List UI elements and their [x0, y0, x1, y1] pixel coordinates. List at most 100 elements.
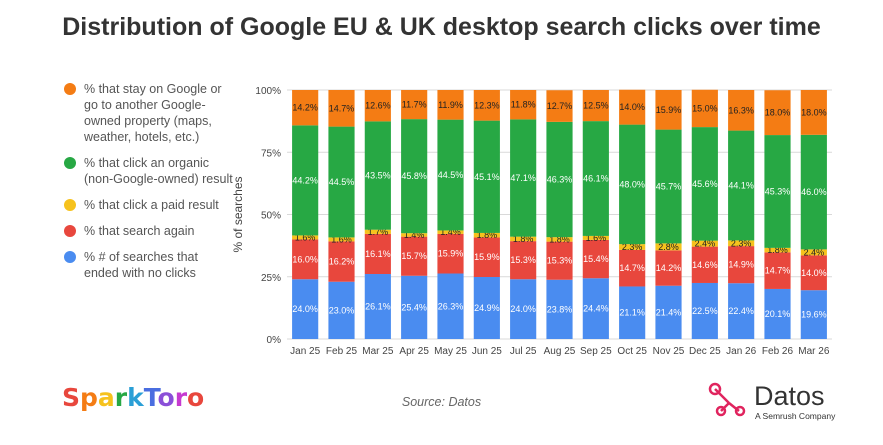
data-label: 24.0% [510, 304, 536, 314]
data-label: 1.6% [331, 234, 352, 244]
bar-segment [510, 279, 537, 339]
bar-segment [800, 255, 827, 291]
data-label: 23.8% [547, 304, 573, 314]
bar-segment [437, 90, 464, 120]
bar-segment [800, 90, 827, 135]
bar-segment [764, 288, 791, 339]
data-label: 44.5% [438, 170, 464, 180]
bar-segment [473, 276, 500, 339]
bar-segment [510, 236, 537, 242]
data-label: 46.1% [583, 174, 609, 184]
bar-segment [292, 90, 319, 126]
bar-segment [728, 130, 755, 241]
data-label: 47.1% [510, 173, 536, 183]
data-label: 12.7% [547, 101, 573, 111]
data-label: 2.4% [695, 239, 716, 249]
x-tick-label: May 25 [434, 346, 467, 357]
data-label: 15.9% [656, 105, 682, 115]
data-label: 44.1% [728, 180, 754, 190]
data-label: 21.4% [656, 307, 682, 317]
data-label: 14.0% [801, 268, 827, 278]
bar-segment [728, 283, 755, 339]
bar-segment [800, 134, 827, 250]
x-tick-label: Dec 25 [689, 346, 721, 357]
bar-segment [728, 90, 755, 131]
bar-segment [655, 250, 682, 286]
legend-label: % that click a paid result [84, 198, 219, 212]
bar-segment [655, 243, 682, 251]
source-note: Source: Datos [401, 395, 482, 409]
data-label: 45.3% [765, 186, 791, 196]
bar-segment [364, 90, 391, 122]
data-label: 15.7% [401, 251, 427, 261]
x-tick-label: Jul 25 [510, 346, 537, 357]
data-label: 18.0% [765, 108, 791, 118]
legend-label: % that search again [84, 224, 195, 238]
bar-segment [691, 127, 718, 241]
data-label: 14.7% [765, 266, 791, 276]
data-label: 12.6% [365, 101, 391, 111]
data-label: 22.5% [692, 306, 718, 316]
x-tick-label: Jan 26 [726, 346, 756, 357]
y-tick-label: 25% [261, 273, 281, 284]
bar-segment [364, 229, 391, 234]
data-label: 11.7% [402, 100, 427, 110]
bar-segment [582, 239, 609, 279]
data-label: 22.4% [728, 306, 754, 316]
stacked-bar-chart: 0% 25% 50% 75% 100% % of searches 24.0% 16.0% 1.… [231, 86, 832, 357]
bar-segment [800, 290, 827, 339]
data-label: 2.4% [804, 247, 825, 257]
y-axis-label: % of searches [231, 176, 245, 252]
data-label: 25.4% [401, 302, 427, 312]
data-label: 1.4% [404, 230, 425, 240]
bar-segment [401, 119, 428, 234]
bar-segment [328, 90, 355, 127]
data-label: 15.3% [547, 256, 573, 266]
chart-title: Distribution of Google EU & UK desktop s… [62, 13, 821, 41]
bar-segment [582, 121, 609, 236]
data-label: 20.1% [765, 309, 791, 319]
data-label: 14.6% [692, 260, 718, 270]
bar-segment [328, 241, 355, 282]
data-label: 23.0% [329, 305, 355, 315]
data-label: 15.9% [438, 249, 464, 259]
bar-segment [292, 279, 319, 339]
data-label: 16.3% [728, 105, 754, 115]
data-label: 44.2% [292, 175, 318, 185]
data-label: 15.3% [510, 255, 536, 265]
bar-segment [764, 247, 791, 253]
data-label: 15.0% [692, 103, 718, 113]
bar-segment [764, 90, 791, 136]
bar-segment [546, 279, 573, 339]
sparktoro-logo: SparkToro [62, 383, 205, 412]
datos-wordmark: Datos [754, 381, 825, 411]
data-label: 16.0% [292, 254, 318, 264]
bar-segment [546, 237, 573, 242]
data-label: 46.0% [801, 187, 827, 197]
data-label: 14.9% [728, 260, 754, 270]
legend-dot-icon [64, 251, 76, 263]
data-label: 26.3% [438, 301, 464, 311]
bar-segment [764, 135, 791, 248]
bar-segment [473, 232, 500, 238]
bar-segment [655, 129, 682, 244]
data-label: 16.1% [365, 249, 391, 259]
data-label: 16.2% [329, 257, 355, 267]
legend: % that stay on Google or go to another G… [64, 81, 234, 291]
legend-item-organic: % that click an organic (non-Google-owne… [64, 155, 234, 187]
x-tick-label: Aug 25 [544, 346, 576, 357]
data-label: 43.5% [365, 171, 391, 181]
bar-segment [691, 240, 718, 247]
legend-label: % # of searches that ended with no click… [84, 250, 198, 280]
bar-segment [473, 90, 500, 121]
data-label: 14.2% [656, 263, 682, 273]
bar-segment [546, 90, 573, 122]
data-label: 44.5% [329, 177, 355, 187]
bar-segment [619, 244, 646, 250]
bar-segment [401, 90, 428, 120]
data-label: 18.0% [801, 107, 827, 117]
legend-dot-icon [64, 225, 76, 237]
bar-segment [510, 90, 537, 120]
data-label: 15.4% [583, 254, 609, 264]
data-label: 45.1% [474, 172, 500, 182]
